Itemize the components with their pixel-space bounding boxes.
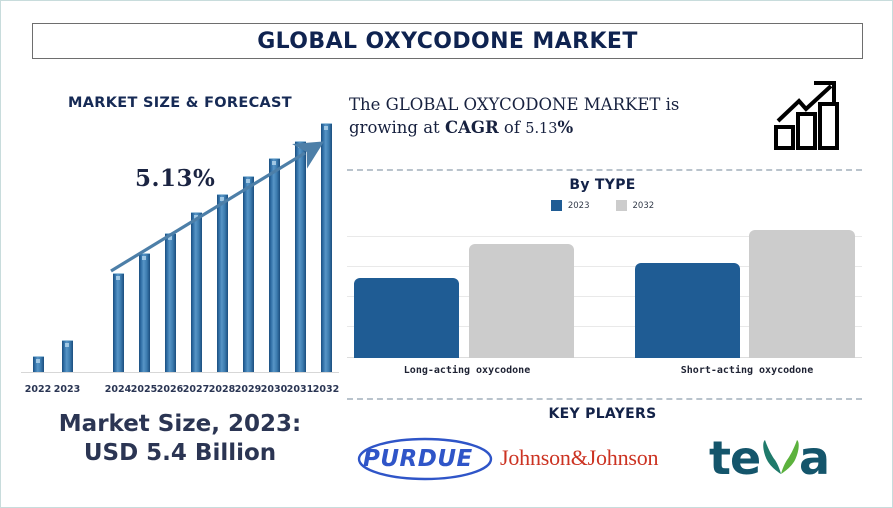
xtick-long-acting: Long-acting oxycodone <box>403 365 531 376</box>
bar-2027 <box>191 212 202 372</box>
chart-baseline <box>21 372 339 373</box>
legend-label-2032: 2032 <box>632 200 655 211</box>
xtick-2025: 2025 <box>130 384 158 395</box>
xtick-2028: 2028 <box>208 384 236 395</box>
summary-growing-at: growing at <box>349 118 445 138</box>
bar-2025 <box>139 253 150 372</box>
purdue-logo-text: PURDUE <box>363 446 473 472</box>
gridline-2 <box>347 266 862 267</box>
xtick-2023: 2023 <box>53 384 81 395</box>
teva-leaf-right-icon <box>781 440 799 474</box>
xtick-2024: 2024 <box>104 384 132 395</box>
gridline-4 <box>347 326 862 327</box>
teva-logo[interactable]: te a <box>707 427 857 489</box>
bar-2023 <box>62 340 73 372</box>
legend-swatch-2023 <box>550 200 562 211</box>
market-size-forecast-chart: 2022 2023 2024 2025 2026 2027 2028 2029 … <box>15 123 345 441</box>
right-panel: The GLOBAL OXYCODONE MARKET is growing a… <box>345 73 880 493</box>
bar-short-acting-2023 <box>635 263 740 358</box>
xtick-short-acting: Short-acting oxycodone <box>680 365 814 376</box>
summary-cagr-value: 5.13 <box>525 121 558 138</box>
bar-2022 <box>33 356 44 372</box>
xtick-2031: 2031 <box>286 384 314 395</box>
market-size-callout: Market Size, 2023: USD 5.4 Billion <box>15 410 345 468</box>
summary-percent-sign: % <box>557 118 574 138</box>
bar-2030 <box>269 158 280 372</box>
teva-leaf-left-icon <box>763 440 781 474</box>
market-summary-statement: The GLOBAL OXYCODONE MARKET is growing a… <box>349 93 739 140</box>
market-size-line-1: Market Size, 2023: <box>58 411 302 437</box>
teva-logo-text: te <box>709 431 760 485</box>
teva-logo-mark: te a <box>709 431 830 485</box>
xtick-2032: 2032 <box>312 384 340 395</box>
bar-long-acting-2032 <box>469 244 574 358</box>
johnson-and-johnson-logo[interactable]: Johnson&Johnson <box>500 427 720 489</box>
xtick-2030: 2030 <box>260 384 288 395</box>
summary-line-1: The GLOBAL OXYCODONE MARKET is <box>349 95 680 114</box>
legend-item-2032: 2032 <box>615 200 655 211</box>
left-panel: MARKET SIZE & FORECAST 5.13% <box>15 73 345 493</box>
bar-2028 <box>217 194 228 372</box>
by-type-chart: Long-acting oxycodone Short-acting oxyco… <box>347 223 862 378</box>
bar-2031 <box>295 141 306 372</box>
bar-2032 <box>321 123 332 372</box>
summary-of: of <box>498 118 526 138</box>
header-box: GLOBAL OXYCODONE MARKET <box>32 23 863 59</box>
legend-item-2023: 2023 <box>550 200 590 211</box>
xtick-2026: 2026 <box>156 384 184 395</box>
teva-logo-text-suffix: a <box>799 431 830 485</box>
divider-above-by-type <box>347 169 862 171</box>
divider-above-key-players <box>347 398 862 400</box>
gridline-1 <box>347 236 862 237</box>
gridline-3 <box>347 296 862 297</box>
legend-swatch-2032 <box>615 200 627 211</box>
bar-2024 <box>113 273 124 372</box>
purdue-logo[interactable]: PURDUE <box>353 427 505 489</box>
bar-short-acting-2032 <box>749 230 855 358</box>
bar-2029 <box>243 176 254 372</box>
xtick-2027: 2027 <box>182 384 210 395</box>
xtick-2029: 2029 <box>234 384 262 395</box>
by-type-title: By TYPE <box>569 177 636 193</box>
bar-2026 <box>165 233 176 372</box>
key-players-title: KEY PLAYERS <box>548 406 657 422</box>
growth-bar-chart-arrow-icon <box>774 81 839 150</box>
key-players-logos: PURDUE Johnson&Johnson te a <box>345 427 870 489</box>
by-type-legend: 2023 2032 <box>345 200 860 211</box>
summary-cagr-label: CAGR <box>444 118 499 138</box>
market-size-forecast-title: MARKET SIZE & FORECAST <box>68 95 292 111</box>
market-size-line-2: USD 5.4 Billion <box>83 439 277 466</box>
legend-label-2023: 2023 <box>567 200 590 211</box>
purdue-logo-mark: PURDUE <box>357 437 493 481</box>
johnson-and-johnson-logo-text: Johnson&Johnson <box>500 445 659 470</box>
page-title: GLOBAL OXYCODONE MARKET <box>257 28 638 54</box>
gridline-baseline <box>347 357 862 358</box>
bar-long-acting-2023 <box>354 278 459 358</box>
xtick-2022: 2022 <box>24 384 52 395</box>
